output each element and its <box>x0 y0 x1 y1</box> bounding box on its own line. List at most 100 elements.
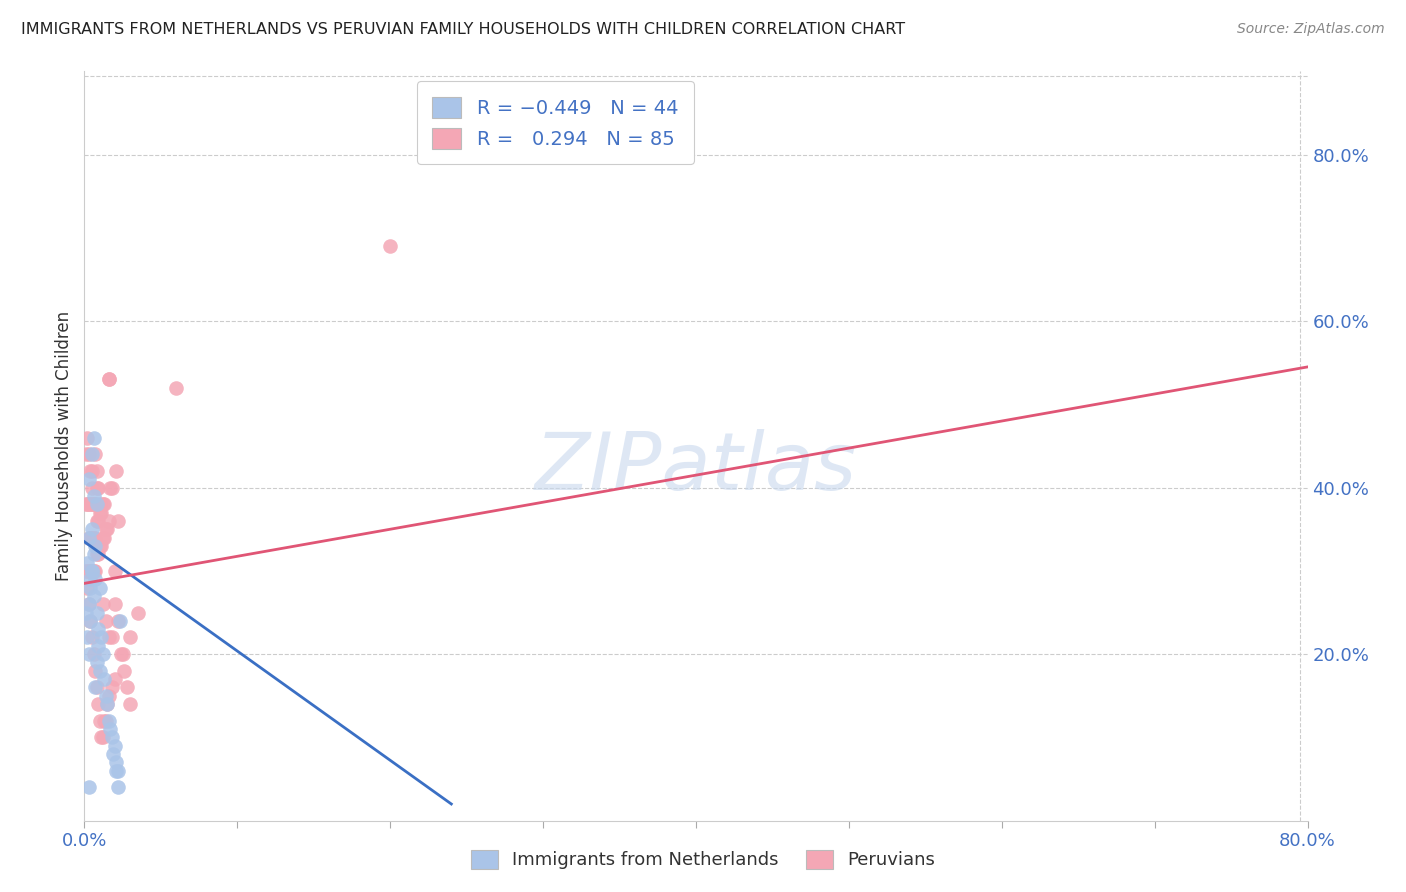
Point <box>77 597 100 611</box>
Point <box>93 714 115 728</box>
Point <box>91 597 114 611</box>
Point <box>79 581 101 595</box>
Point <box>93 497 115 511</box>
Point <box>97 689 120 703</box>
Point <box>104 564 127 578</box>
Point <box>101 731 124 745</box>
Point <box>89 664 111 678</box>
Point <box>83 489 105 503</box>
Point <box>120 631 142 645</box>
Point <box>86 547 108 561</box>
Point <box>101 481 124 495</box>
Point <box>83 531 105 545</box>
Point <box>79 531 101 545</box>
Point <box>93 531 115 545</box>
Y-axis label: Family Households with Children: Family Households with Children <box>55 311 73 581</box>
Point <box>107 764 129 778</box>
Text: ZIPatlas: ZIPatlas <box>534 429 858 508</box>
Point <box>86 481 108 495</box>
Point <box>84 497 107 511</box>
Point <box>90 731 112 745</box>
Point <box>75 447 97 461</box>
Point <box>75 497 97 511</box>
Point <box>107 614 129 628</box>
Point <box>83 647 105 661</box>
Point <box>80 447 103 461</box>
Legend: R = −0.449   N = 44, R =   0.294   N = 85: R = −0.449 N = 44, R = 0.294 N = 85 <box>416 81 695 164</box>
Point <box>86 681 108 695</box>
Point <box>97 714 120 728</box>
Point <box>77 780 100 795</box>
Point <box>77 597 100 611</box>
Point <box>104 672 127 686</box>
Point <box>111 647 134 661</box>
Point <box>77 647 100 661</box>
Point <box>98 481 121 495</box>
Point <box>76 431 98 445</box>
Point <box>83 497 105 511</box>
Point <box>77 531 100 545</box>
Point <box>83 564 105 578</box>
Point <box>90 506 112 520</box>
Point <box>108 614 131 628</box>
Point <box>84 531 107 545</box>
Point <box>79 614 101 628</box>
Point <box>87 547 110 561</box>
Point <box>83 589 105 603</box>
Point <box>115 681 138 695</box>
Point <box>83 497 105 511</box>
Point <box>89 506 111 520</box>
Point <box>80 631 103 645</box>
Point <box>107 514 129 528</box>
Point <box>75 564 97 578</box>
Point <box>76 564 98 578</box>
Point <box>110 647 132 661</box>
Point <box>84 564 107 578</box>
Point <box>96 697 118 711</box>
Point <box>105 464 128 478</box>
Point <box>96 522 118 536</box>
Point <box>94 614 117 628</box>
Point <box>101 631 124 645</box>
Point <box>84 681 107 695</box>
Legend: Immigrants from Netherlands, Peruvians: Immigrants from Netherlands, Peruvians <box>461 841 945 879</box>
Point <box>86 497 108 511</box>
Point <box>80 481 103 495</box>
Point <box>77 497 100 511</box>
Point <box>77 531 100 545</box>
Point <box>76 556 98 570</box>
Point <box>84 539 107 553</box>
Point <box>98 722 121 736</box>
Point <box>87 622 110 636</box>
Point <box>80 564 103 578</box>
Point <box>380 239 402 253</box>
Point <box>84 447 107 461</box>
Point <box>91 731 114 745</box>
Point <box>89 497 111 511</box>
Point <box>105 756 128 770</box>
Point <box>87 697 110 711</box>
Point <box>86 606 108 620</box>
Point <box>112 664 135 678</box>
Point <box>91 497 114 511</box>
Point <box>83 431 105 445</box>
Point <box>107 780 129 795</box>
Point <box>96 697 118 711</box>
Point <box>90 631 112 645</box>
Point <box>93 672 115 686</box>
Point <box>87 514 110 528</box>
Point <box>79 464 101 478</box>
Point <box>91 647 114 661</box>
Point <box>94 714 117 728</box>
Point <box>89 714 111 728</box>
Point <box>101 681 124 695</box>
Point <box>77 472 100 486</box>
Point <box>79 614 101 628</box>
Point <box>89 581 111 595</box>
Point <box>97 372 120 386</box>
Point <box>90 539 112 553</box>
Point <box>80 531 103 545</box>
Point <box>105 764 128 778</box>
Point <box>76 631 98 645</box>
Point <box>103 747 125 761</box>
